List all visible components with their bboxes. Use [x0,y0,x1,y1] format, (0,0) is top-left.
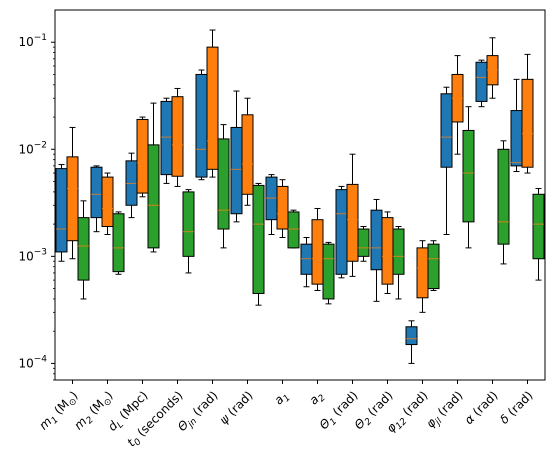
box-item [322,241,335,305]
box-body [335,189,348,275]
box-body [346,183,359,262]
box-body [182,191,195,257]
box-item [311,207,324,291]
box-body [416,247,429,299]
box-body [101,176,114,228]
x-tick-label: α (rad) [462,388,501,427]
box-item [392,226,405,300]
box-body [475,61,488,102]
box-item [147,102,160,253]
box-body [532,193,545,260]
box-body [241,114,254,195]
box-item [55,164,68,262]
box-item [182,189,195,274]
box-body [276,185,289,230]
box-body [287,211,300,249]
x-tick-label: δ (rad) [497,388,535,426]
box-body [370,209,383,271]
box-body [55,168,68,253]
box-item [230,90,243,223]
box-body [405,326,418,346]
box-item [521,53,534,174]
x-tick-label: ψ (rad) [217,388,256,427]
box-item [335,185,348,279]
box-body [195,73,208,178]
box-body [427,243,440,290]
box-body [311,219,324,285]
box-series-3 [77,102,545,306]
box-body [510,110,523,167]
box-body [77,217,90,281]
box-item [276,179,289,239]
box-item [101,172,114,235]
box-item [346,153,359,277]
box-body [521,78,534,168]
box-item [475,59,488,108]
box-item [357,226,370,262]
x-tick-label: φjl (rad) [423,388,468,433]
box-item [160,97,173,184]
box-item [370,198,383,302]
box-body [160,100,173,176]
box-item [440,86,453,235]
box-body [252,184,265,294]
box-item [90,165,103,233]
box-item [171,87,184,187]
box-item [136,116,149,198]
y-axis: 10−1 10−2 10−3 10−4 [18,33,55,381]
box-series-2 [66,29,534,313]
box-item [66,126,79,260]
box-body [462,129,475,223]
box-item [405,320,418,364]
box-body [381,217,394,285]
box-body [147,144,160,249]
box-series-1 [55,59,523,364]
box-body [392,228,405,275]
box-body [440,93,453,168]
box-body [66,156,79,242]
y-tick-label: 10−3 [18,247,47,263]
box-item [287,209,300,249]
box-item [416,240,429,313]
box-item [486,37,499,99]
box-item [112,211,125,275]
box-body [171,96,184,177]
box-body [136,118,149,194]
x-axis: m1 (M⊙)m2 (M⊙)dL (Mpc)t0 (seconds)Θjn (r… [36,380,536,450]
box-item [427,240,440,291]
box-item [125,152,138,219]
box-item [300,237,313,288]
box-body [230,126,243,215]
box-item [195,69,208,181]
box-item [206,29,219,178]
box-item [217,124,230,249]
box-body [206,46,219,170]
box-item [462,106,475,249]
box-body [90,166,103,219]
box-body [322,243,335,300]
box-body [357,228,370,257]
box-body [497,148,510,245]
plot-frame [54,9,546,381]
box-body [217,138,230,230]
x-tick-label: a2 [306,388,327,409]
y-tick-label: 10−2 [18,140,47,156]
y-tick-label: 10−4 [18,354,47,370]
box-item [252,182,265,306]
x-tick-label: a1 [271,388,292,409]
box-item [497,140,510,265]
y-tick-label: 10−1 [18,33,47,49]
box-item [241,97,254,206]
box-item [77,200,90,300]
box-item [265,174,278,235]
box-series-group [55,29,545,364]
box-item [451,55,464,155]
box-item [532,188,545,281]
box-body [112,213,125,273]
box-item [510,78,523,173]
box-item [381,211,394,294]
